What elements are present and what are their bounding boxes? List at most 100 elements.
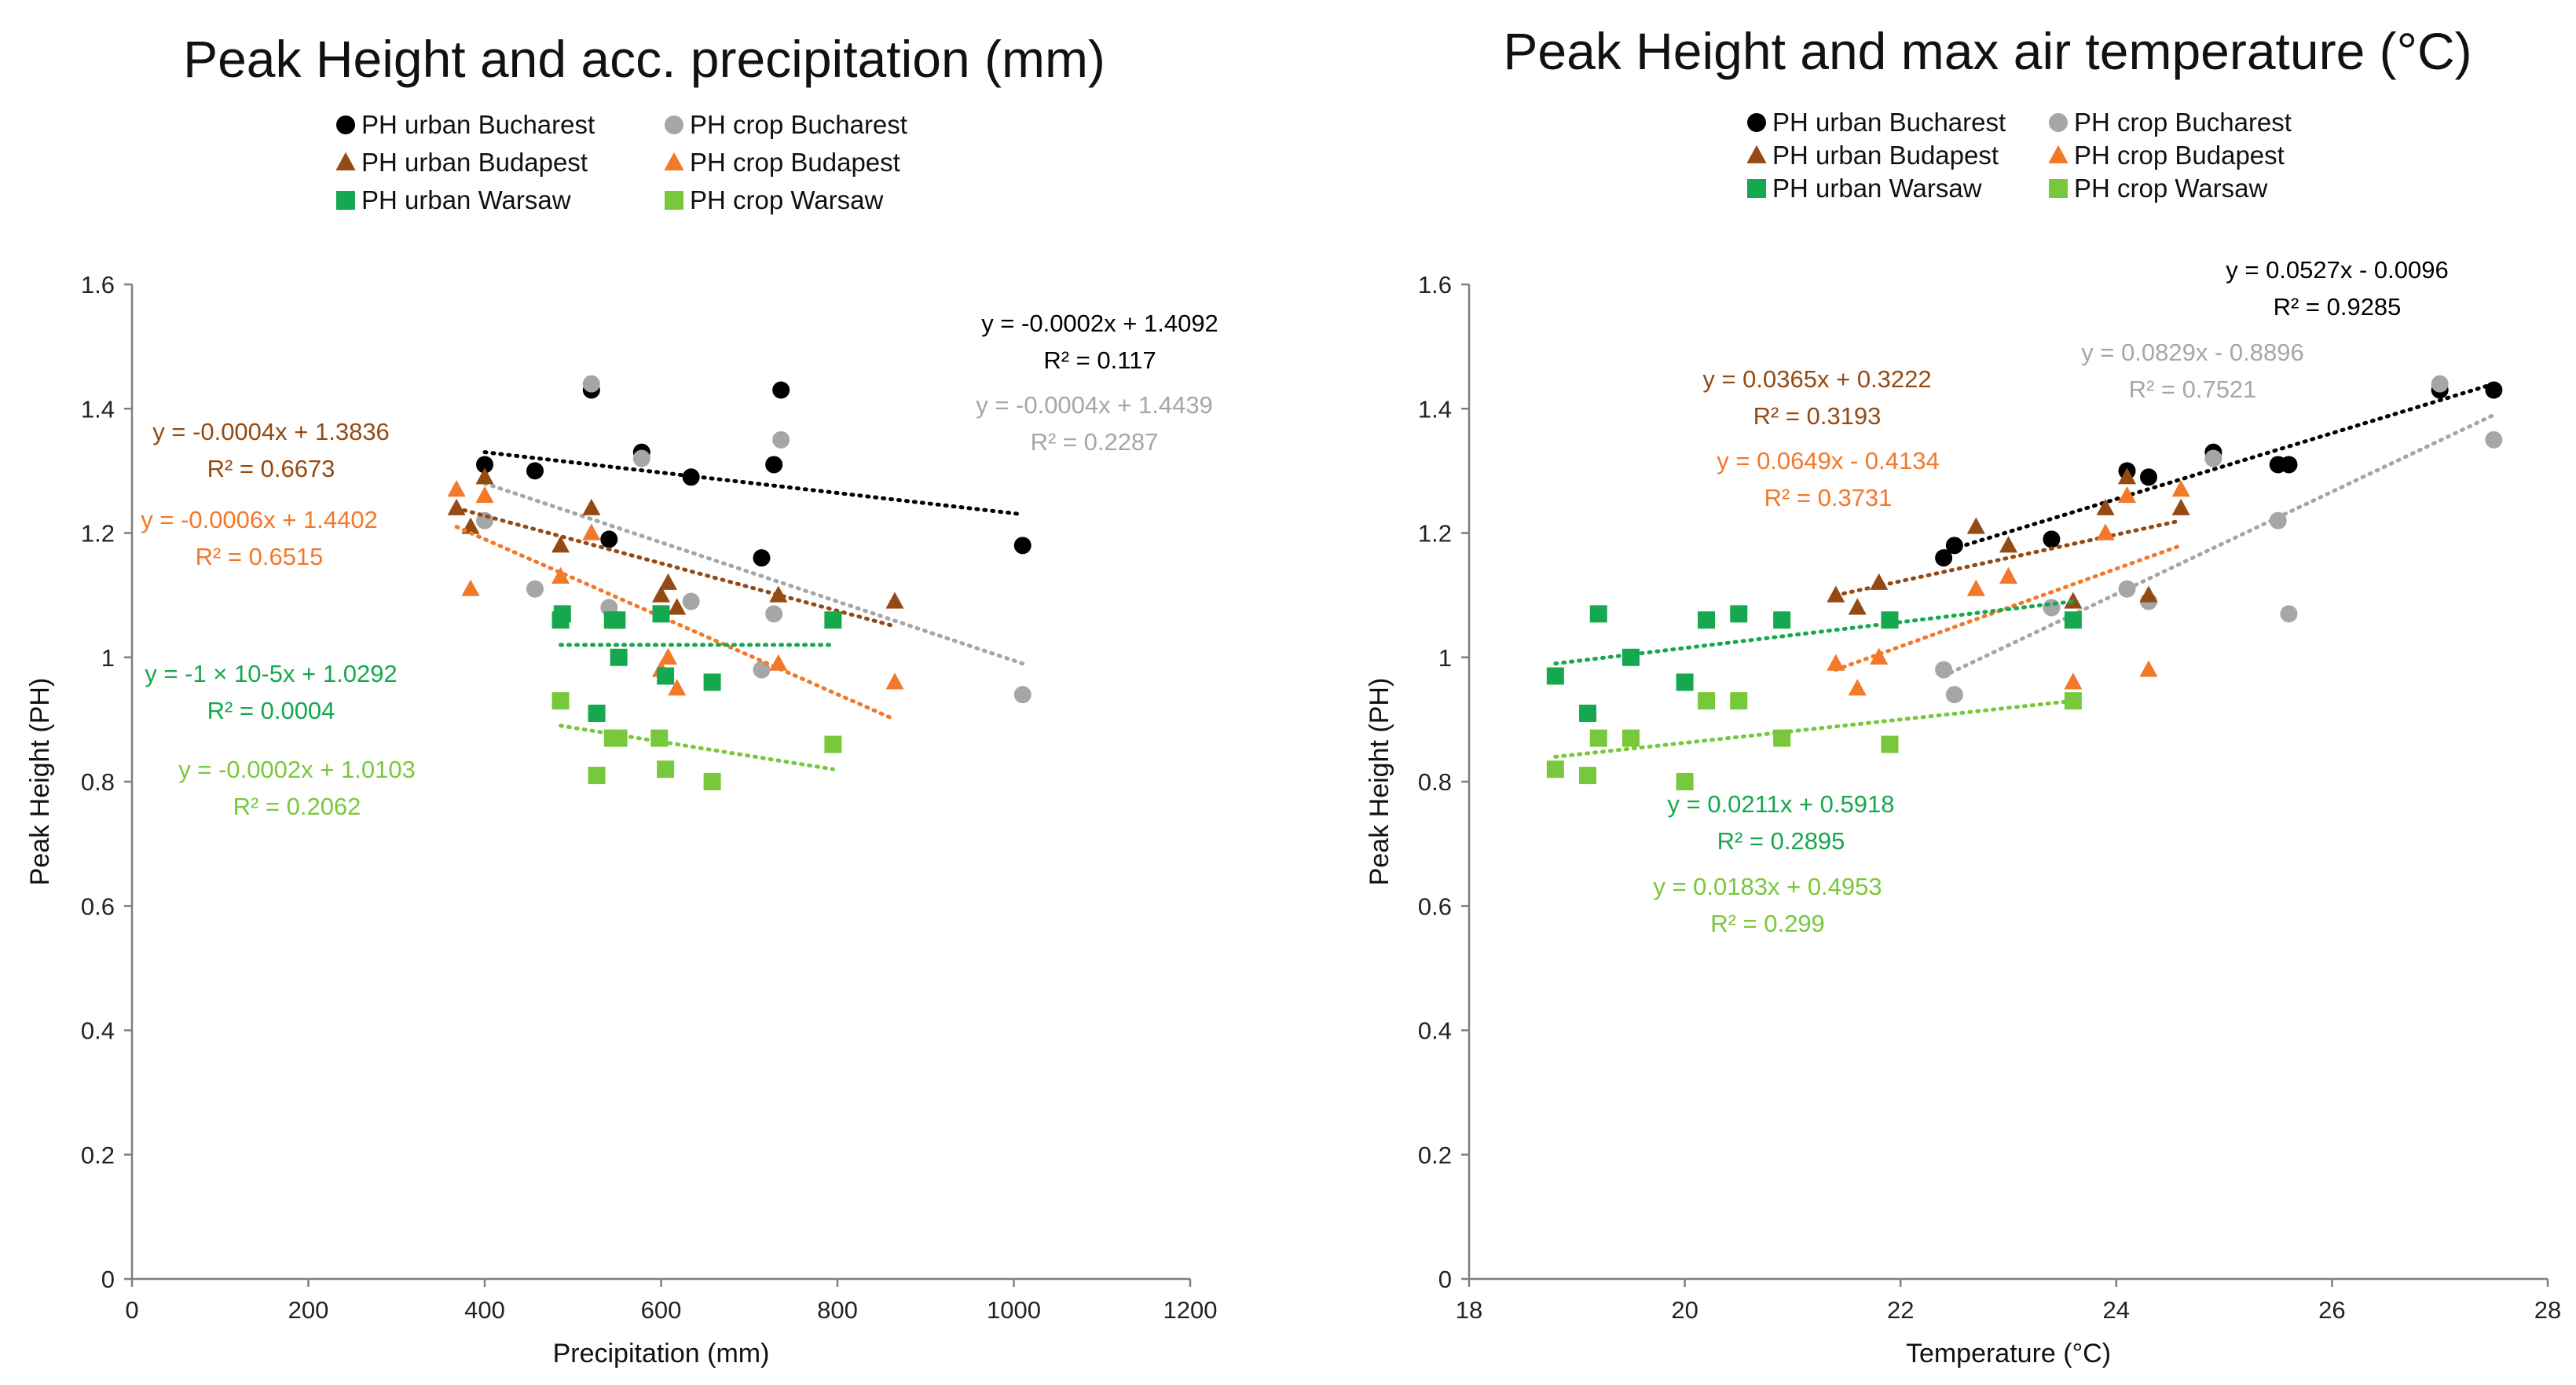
data-point [551, 566, 570, 584]
chart-title: Peak Height and acc. precipitation (mm) [183, 30, 1105, 88]
legend-entry: PH urban Budapest [361, 148, 588, 177]
data-point [1945, 686, 1963, 704]
data-point [2171, 480, 2190, 497]
data-point [765, 605, 783, 623]
legend-entry: PH urban Bucharest [361, 110, 595, 139]
data-point [2043, 599, 2061, 617]
r2-label: R² = 0.2287 [1031, 428, 1159, 456]
y-tick-label: 0 [101, 1266, 115, 1293]
x-tick-label: 200 [288, 1296, 329, 1324]
x-axis-label: Precipitation (mm) [553, 1339, 770, 1369]
r2-label: R² = 0.6515 [196, 543, 324, 570]
trendline [454, 506, 897, 628]
legend-entry: PH crop Budapest [2074, 141, 2285, 170]
data-point [447, 498, 466, 515]
data-point [2485, 381, 2503, 399]
data-point [885, 592, 904, 609]
data-point [2064, 611, 2082, 629]
y-tick-label: 1.2 [81, 520, 115, 548]
data-point [2204, 449, 2222, 467]
y-axis-label: Peak Height (PH) [25, 678, 55, 886]
legend-marker [1746, 145, 1767, 163]
legend-marker [336, 115, 355, 134]
data-point [2064, 692, 2082, 710]
x-tick-label: 26 [2318, 1296, 2345, 1324]
data-point [1966, 517, 1985, 534]
r2-label: R² = 0.7521 [2129, 376, 2257, 403]
data-point [551, 692, 570, 710]
data-point [2139, 468, 2157, 486]
equation-label: y = -0.0004x + 1.3836 [152, 418, 390, 445]
data-point [668, 598, 687, 615]
data-point [553, 605, 571, 623]
data-point [753, 549, 771, 567]
x-axis-label: Temperature (°C) [1906, 1339, 2111, 1369]
data-point [526, 580, 544, 598]
data-point [682, 592, 700, 610]
y-tick-label: 1.6 [81, 271, 115, 299]
data-point [2171, 498, 2190, 515]
data-point [772, 381, 790, 399]
x-tick-label: 400 [464, 1296, 505, 1324]
data-point [608, 611, 626, 629]
r2-label: R² = 0.3731 [1764, 484, 1893, 511]
x-tick-label: 600 [641, 1296, 682, 1324]
series-ph-urban-budapest [447, 467, 904, 628]
x-tick-label: 28 [2534, 1296, 2561, 1324]
r2-label: R² = 0.9285 [2274, 293, 2402, 321]
y-tick-label: 0.4 [81, 1017, 115, 1045]
trendline [1553, 698, 2076, 759]
data-point [2139, 660, 2158, 677]
equation-label: y = 0.0183x + 0.4953 [1653, 873, 1882, 900]
x-tick-label: 24 [2103, 1296, 2130, 1324]
data-point [475, 467, 494, 485]
data-point [1966, 579, 1985, 596]
legend-marker [665, 115, 683, 134]
data-point [703, 673, 721, 691]
data-point [1621, 648, 1640, 666]
data-point [703, 773, 721, 790]
trendline [482, 450, 1025, 517]
data-point [1621, 729, 1640, 747]
y-tick-label: 0.6 [81, 892, 115, 920]
data-point [769, 654, 788, 671]
legend-entry: PH urban Budapest [1772, 141, 1999, 170]
legend-marker [336, 191, 355, 210]
x-tick-label: 18 [1456, 1296, 1482, 1324]
data-point [1698, 611, 1716, 629]
legend-entry: PH urban Warsaw [361, 185, 571, 214]
trendline [454, 525, 897, 722]
series-ph-crop-warsaw [1546, 692, 2082, 790]
equation-label: y = 0.0527x - 0.0096 [2226, 256, 2449, 284]
x-tick-label: 1200 [1163, 1296, 1218, 1324]
y-tick-label: 0 [1438, 1266, 1452, 1293]
trendline [1941, 382, 2496, 554]
r2-label: R² = 0.3193 [1753, 402, 1882, 430]
data-point [475, 485, 494, 504]
legend-entry: PH crop Bucharest [2074, 108, 2292, 137]
data-point [476, 456, 493, 474]
data-point [1676, 773, 1694, 790]
data-point [600, 530, 618, 548]
legend-marker [664, 152, 684, 170]
series-ph-urban-warsaw [551, 605, 842, 722]
chart-title: Peak Height and max air temperature (°C) [1503, 22, 2472, 80]
legend-marker [2049, 179, 2068, 198]
data-point [1999, 566, 2018, 584]
data-point [582, 375, 600, 393]
y-tick-label: 0.8 [81, 768, 115, 796]
data-point [657, 667, 675, 685]
data-point [765, 456, 783, 474]
data-point [1579, 767, 1597, 785]
legend-marker [335, 152, 356, 170]
series-ph-crop-bucharest [1935, 375, 2503, 704]
data-point [1945, 537, 1963, 555]
legend-marker [1747, 179, 1766, 198]
equation-label: y = -0.0002x + 1.0103 [178, 756, 416, 783]
data-point [1730, 692, 1748, 710]
x-tick-label: 0 [125, 1296, 138, 1324]
r2-label: R² = 0.117 [1043, 346, 1156, 374]
equation-label: y = -0.0002x + 1.4092 [981, 310, 1218, 337]
